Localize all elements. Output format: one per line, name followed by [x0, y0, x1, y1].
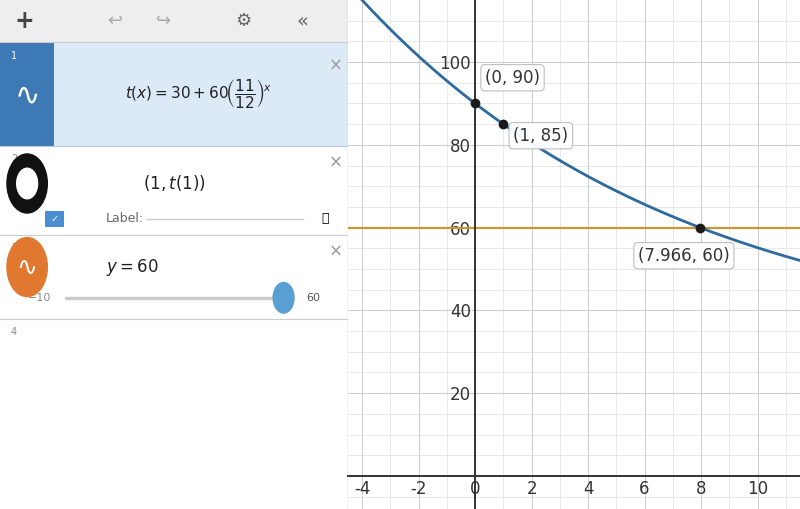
Bar	[46, 211, 64, 227]
Text: 1: 1	[11, 51, 17, 61]
Text: ∿: ∿	[17, 255, 38, 279]
Bar	[0, 0, 348, 42]
Text: $y = 60$: $y = 60$	[106, 257, 158, 277]
Bar	[0, 235, 348, 319]
Text: $t(x) = 30 + 60\!\left(\dfrac{11}{12}\right)^{\!x}$: $t(x) = 30 + 60\!\left(\dfrac{11}{12}\ri…	[125, 77, 272, 110]
Text: $\left(1,t(1)\right)$: $\left(1,t(1)\right)$	[142, 174, 206, 193]
Text: ∿: ∿	[14, 82, 40, 111]
Text: 2: 2	[10, 154, 17, 164]
Text: 3: 3	[11, 243, 17, 253]
Circle shape	[17, 168, 38, 199]
Circle shape	[7, 238, 47, 297]
Text: +: +	[14, 9, 34, 33]
Bar	[0, 42, 54, 146]
Text: ⚙: ⚙	[235, 12, 252, 30]
Text: ×: ×	[329, 57, 342, 75]
Text: (0, 90): (0, 90)	[485, 69, 540, 87]
Text: ×: ×	[329, 154, 342, 172]
Bar	[54, 42, 348, 146]
Text: 4: 4	[11, 327, 17, 337]
Text: (7.966, 60): (7.966, 60)	[638, 247, 730, 265]
Text: «: «	[297, 11, 309, 31]
Bar	[0, 146, 348, 235]
Text: ↪: ↪	[156, 12, 171, 30]
Text: ×: ×	[329, 243, 342, 261]
Text: (1, 85): (1, 85)	[514, 127, 568, 145]
Text: Label:: Label:	[106, 212, 144, 225]
Text: ↩: ↩	[107, 12, 122, 30]
Circle shape	[7, 154, 47, 213]
Circle shape	[273, 282, 294, 313]
Text: −10: −10	[28, 293, 52, 303]
Text: ✓: ✓	[51, 214, 59, 224]
Text: 🔧: 🔧	[322, 212, 329, 225]
Text: 60: 60	[306, 293, 320, 303]
